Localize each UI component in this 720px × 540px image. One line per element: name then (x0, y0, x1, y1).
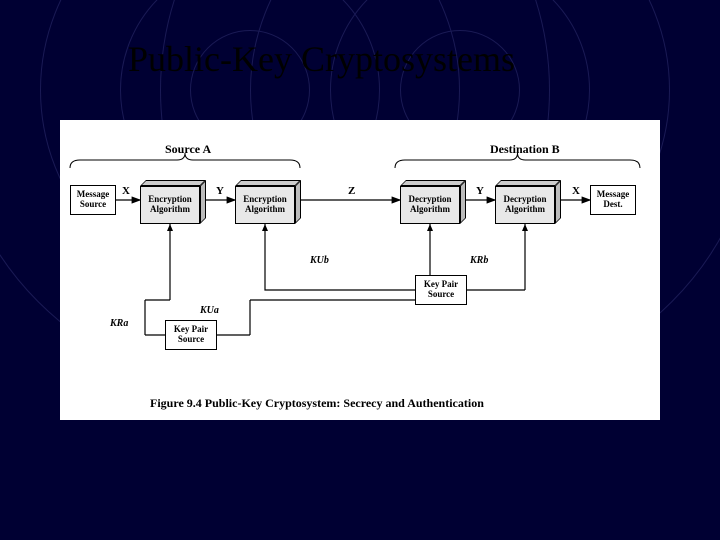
signal-KRb: KRb (470, 255, 488, 266)
node-msg_dst: MessageDest. (590, 185, 636, 215)
dest-label: Destination B (490, 142, 560, 157)
node-dec1: DecryptionAlgorithm (400, 180, 466, 224)
node-kp_b: Key PairSource (415, 275, 467, 305)
signal-X2: X (572, 185, 580, 197)
node-enc2: EncryptionAlgorithm (235, 180, 301, 224)
signal-X1: X (122, 185, 130, 197)
signal-Y2: Y (476, 185, 484, 197)
signal-KUa: KUa (200, 305, 219, 316)
signal-Z: Z (348, 185, 355, 197)
node-dec2: DecryptionAlgorithm (495, 180, 561, 224)
signal-KUb: KUb (310, 255, 329, 266)
signal-Y1: Y (216, 185, 224, 197)
node-enc1: EncryptionAlgorithm (140, 180, 206, 224)
diagram-wires (0, 0, 720, 540)
node-kp_a: Key PairSource (165, 320, 217, 350)
source-label: Source A (165, 142, 211, 157)
signal-KRa: KRa (110, 318, 128, 329)
figure-caption: Figure 9.4 Public-Key Cryptosystem: Secr… (150, 396, 484, 411)
node-msg_src: MessageSource (70, 185, 116, 215)
